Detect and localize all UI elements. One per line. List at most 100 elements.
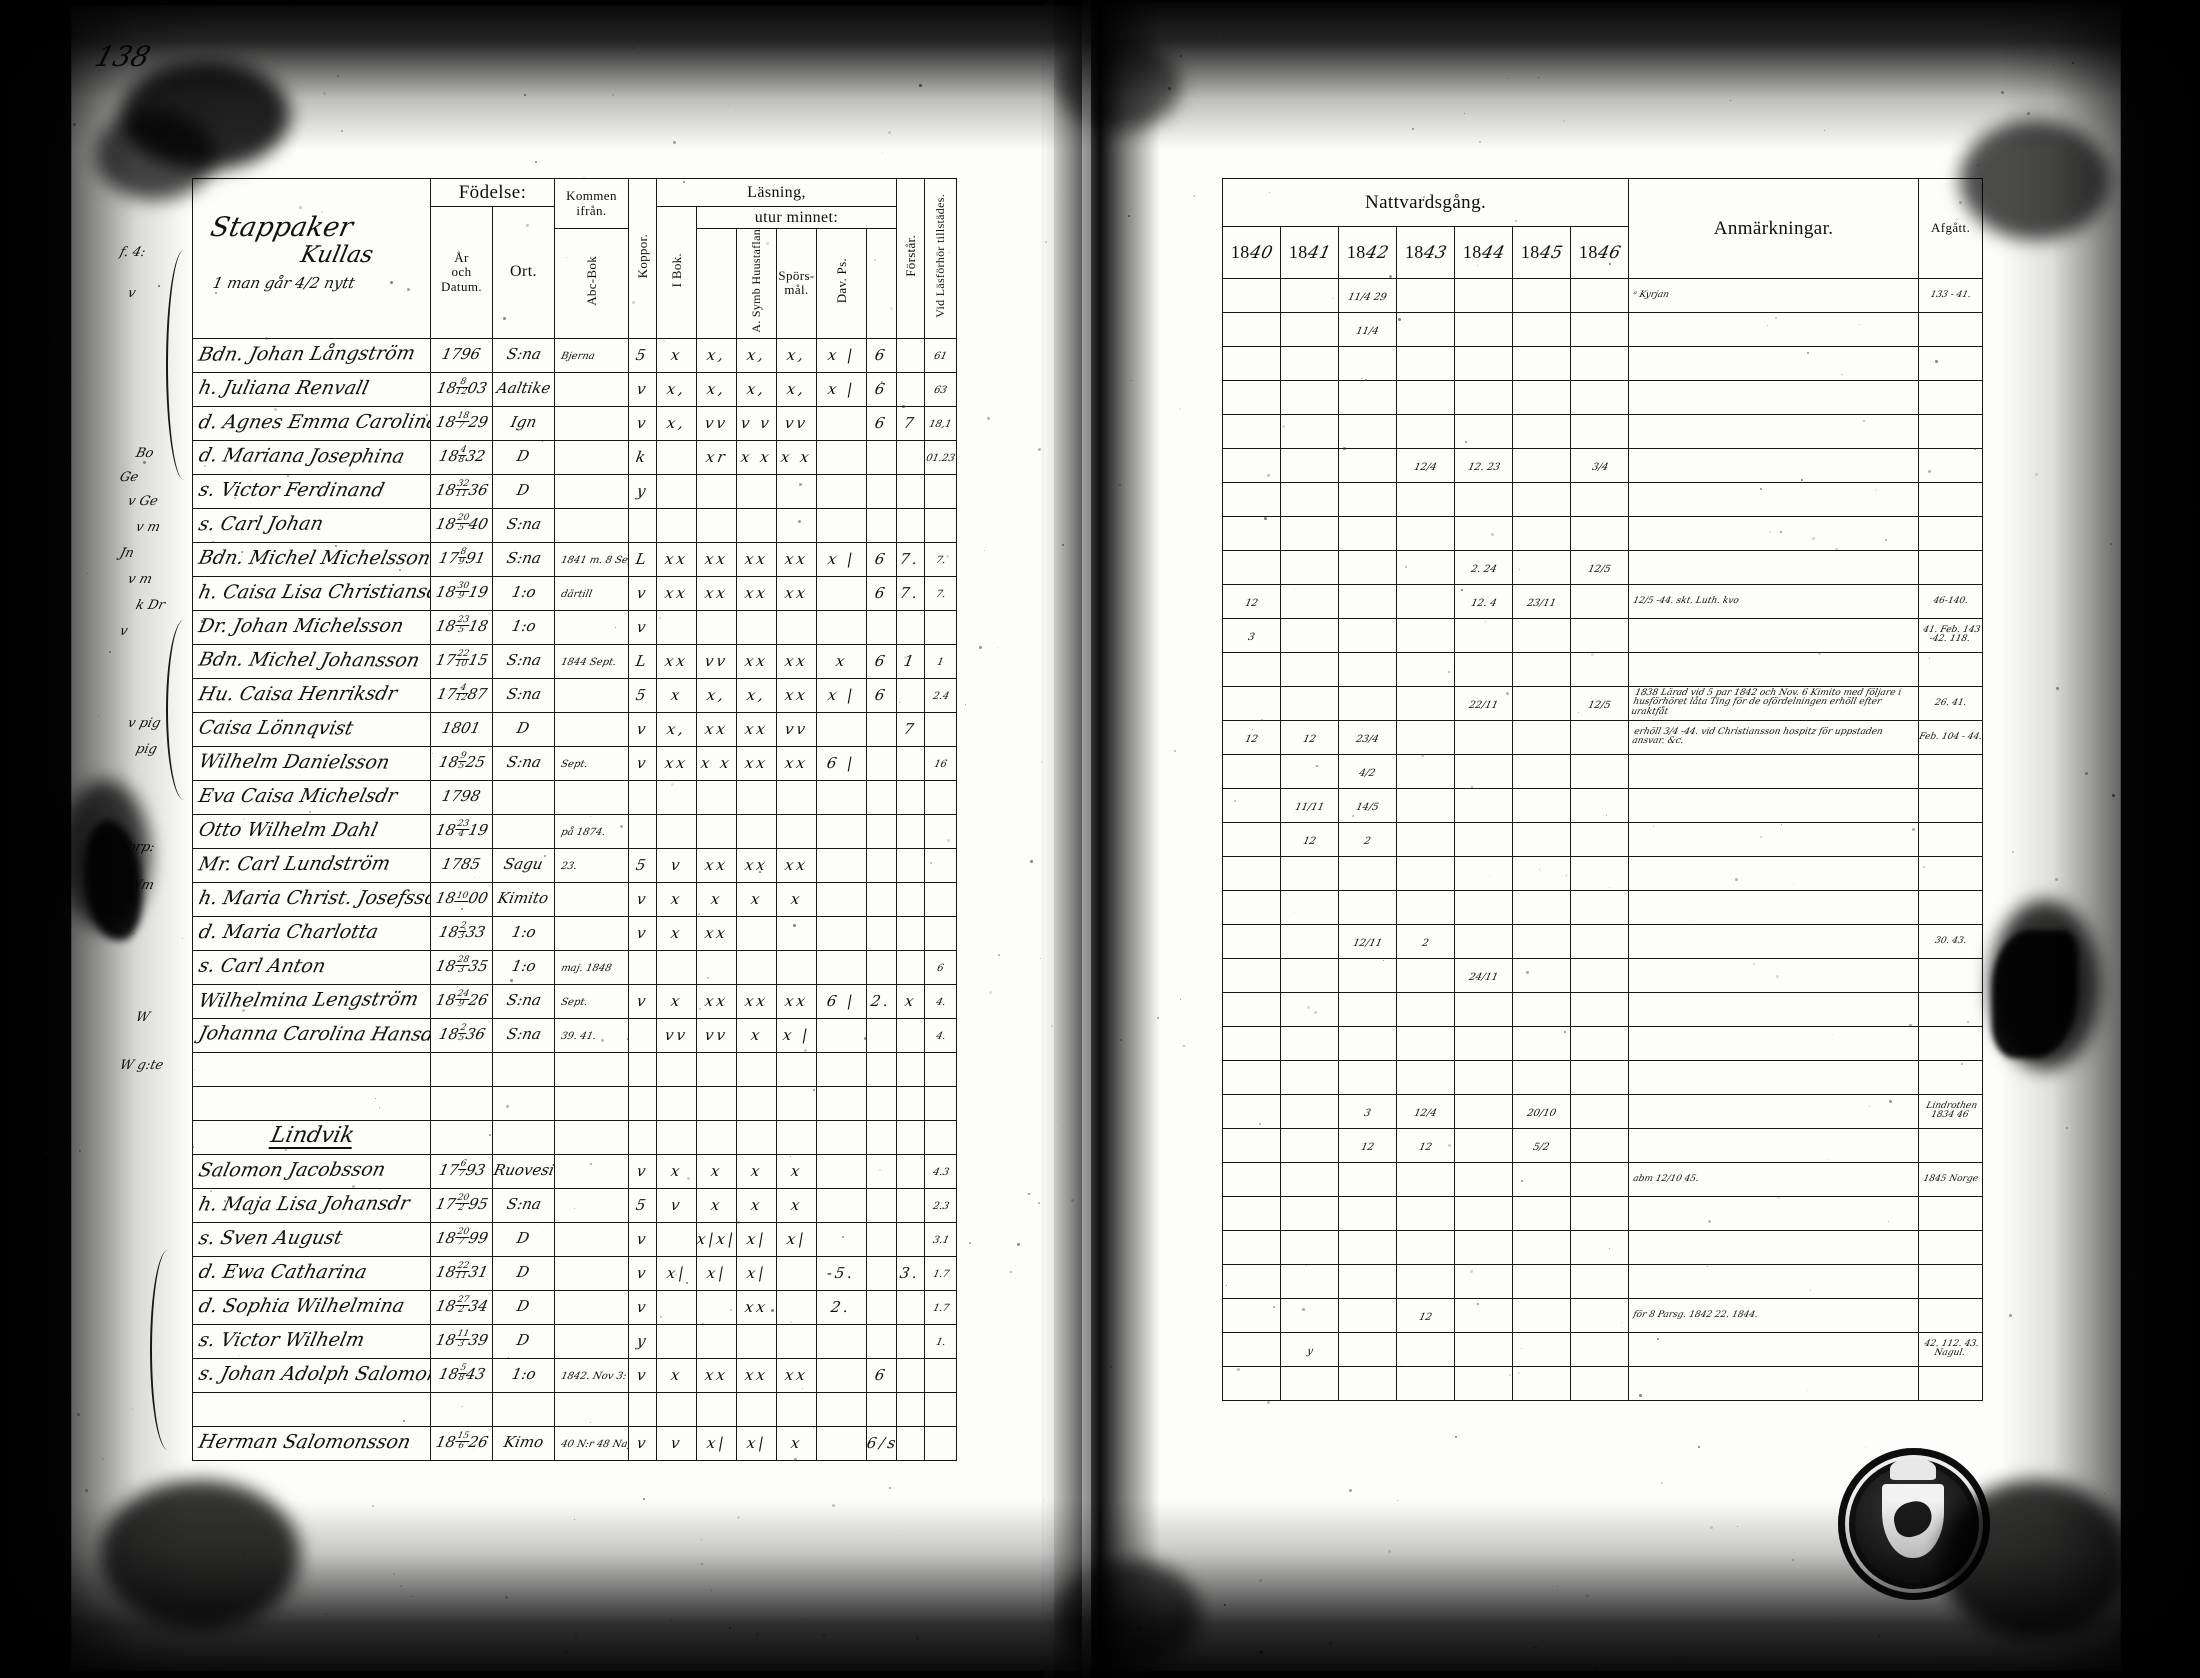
- cell-communion-1841: [1281, 1027, 1339, 1061]
- cell-communion-1841: [1281, 1367, 1339, 1401]
- cell-forstar: 1: [897, 644, 925, 678]
- cell-a-symb: [777, 950, 817, 984]
- header-luth-cat: [697, 229, 737, 339]
- farm-name: Stappaker: [208, 214, 355, 241]
- cell-communion-1843: [1397, 1027, 1455, 1061]
- cell-remarks: [1629, 823, 1919, 857]
- cell-communion-1842: [1339, 1299, 1397, 1333]
- cell-birth-year: 17 20 2 95: [431, 1188, 493, 1222]
- cell-a-symb: xx: [777, 576, 817, 610]
- cell-abc-bok: vv: [697, 406, 737, 440]
- cell-communion-1842: [1339, 1027, 1397, 1061]
- cell-came-from: därtill: [555, 576, 629, 610]
- cell-dav-ps: [867, 508, 897, 542]
- cell-forstar: [897, 1018, 925, 1052]
- cell-communion-1840: [1223, 347, 1281, 381]
- cell-koppor: [629, 780, 657, 814]
- cell-remarks: [1629, 381, 1919, 415]
- cell-communion-1840: [1223, 415, 1281, 449]
- cell-departed: [1919, 1129, 1983, 1163]
- cell-communion-1841: [1281, 517, 1339, 551]
- header-fodelse: Födelse:: [431, 179, 555, 207]
- cell-communion-1845: [1513, 1061, 1571, 1095]
- cell-communion-1840: [1223, 891, 1281, 925]
- cell-remarks: [1629, 925, 1919, 959]
- cell-remarks: [1629, 1095, 1919, 1129]
- table-row: Eva Caisa Michelsdr 1798: [193, 780, 957, 814]
- cell-communion-1840: [1223, 1095, 1281, 1129]
- cell-forstar: [897, 1052, 925, 1086]
- cell-a-symb: xx: [777, 1358, 817, 1392]
- cell-birth-year: [431, 1086, 493, 1120]
- cell-sporsmal: x |: [817, 338, 867, 372]
- table-row: Caisa Lönnqvist 1801 Dv x, xx xx vv 7: [193, 712, 957, 746]
- cell-abc-bok: vv: [697, 644, 737, 678]
- table-row: [1223, 1061, 1983, 1095]
- cell-dav-ps: [867, 916, 897, 950]
- cell-communion-1841: [1281, 1299, 1339, 1333]
- cell-communion-1846: [1571, 1299, 1629, 1333]
- table-row: 11/11 14/5: [1223, 789, 1983, 823]
- table-row: Otto Wilhelm Dahl 18 23 4 19 på 1874.: [193, 814, 957, 848]
- cell-koppor: v: [629, 746, 657, 780]
- cell-communion-1842: 4/2: [1339, 755, 1397, 789]
- gutter-highlight-2: [1082, 0, 1091, 1678]
- cell-communion-1842: [1339, 891, 1397, 925]
- cell-communion-1845: [1513, 1027, 1571, 1061]
- cell-abc-bok: xx: [697, 542, 737, 576]
- cell-came-from: på 1874.: [555, 814, 629, 848]
- cell-came-from: [555, 440, 629, 474]
- cell-communion-1845: [1513, 755, 1571, 789]
- cell-remarks: [1629, 959, 1919, 993]
- cell-communion-1842: [1339, 857, 1397, 891]
- cell-communion-1841: [1281, 653, 1339, 687]
- cell-koppor: [629, 1392, 657, 1426]
- cell-luth-cat: xx: [737, 1290, 777, 1324]
- cell-present: [925, 814, 957, 848]
- cell-present: 1.7: [925, 1290, 957, 1324]
- cell-birth-place: [493, 1086, 555, 1120]
- table-row: 24/11: [1223, 959, 1983, 993]
- cell-dav-ps: 6: [867, 372, 897, 406]
- cell-communion-1840: [1223, 279, 1281, 313]
- cell-communion-1846: [1571, 925, 1629, 959]
- cell-dav-ps: [867, 1392, 897, 1426]
- cell-communion-1841: [1281, 1163, 1339, 1197]
- cell-koppor: 5: [629, 338, 657, 372]
- cell-communion-1846: [1571, 1129, 1629, 1163]
- cell-communion-1846: [1571, 1163, 1629, 1197]
- cell-departed: [1919, 1061, 1983, 1095]
- cell-koppor: v: [629, 1256, 657, 1290]
- cell-a-symb: xx: [777, 644, 817, 678]
- cell-birth-year: 17 22 1015: [431, 644, 493, 678]
- cell-remarks: [1629, 993, 1919, 1027]
- cell-remarks: [1629, 1027, 1919, 1061]
- cell-dav-ps: [867, 1324, 897, 1358]
- seal-crown-icon: [1890, 1458, 1936, 1480]
- cell-communion-1841: [1281, 483, 1339, 517]
- cell-communion-1841: [1281, 415, 1339, 449]
- cell-forstar: [897, 1290, 925, 1324]
- cell-koppor: v: [629, 712, 657, 746]
- cell-dav-ps: [867, 848, 897, 882]
- cell-luth-cat: x: [737, 1154, 777, 1188]
- cell-sporsmal: [817, 814, 867, 848]
- cell-name: h. Caisa Lisa Christiansdr: [193, 576, 431, 610]
- cell-forstar: 3.: [897, 1256, 925, 1290]
- cell-communion-1845: [1513, 449, 1571, 483]
- cell-communion-1843: [1397, 959, 1455, 993]
- cell-forstar: [897, 1358, 925, 1392]
- cell-koppor: v: [629, 1358, 657, 1392]
- cell-birth-year: [431, 1392, 493, 1426]
- cell-present: [925, 1120, 957, 1154]
- cell-birth-year: 18 8 1203: [431, 372, 493, 406]
- cell-luth-cat: [737, 474, 777, 508]
- table-row: [1223, 1231, 1983, 1265]
- header-i-bok: I Bok.: [657, 207, 697, 339]
- cell-communion-1845: [1513, 891, 1571, 925]
- cell-abc-bok: [697, 1324, 737, 1358]
- cell-luth-cat: x|: [737, 1222, 777, 1256]
- cell-i-bok: xx: [657, 542, 697, 576]
- cell-birth-year: 18 11 3 39: [431, 1324, 493, 1358]
- cell-birth-year: 1801: [431, 712, 493, 746]
